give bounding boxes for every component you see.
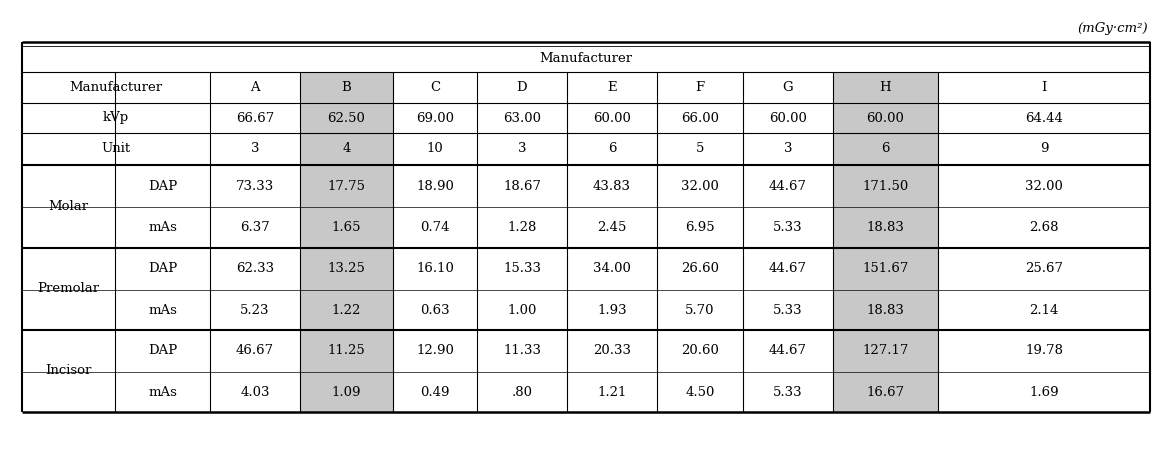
Text: 60.00: 60.00 bbox=[769, 111, 807, 125]
Text: 5.23: 5.23 bbox=[240, 303, 270, 317]
Text: 16.67: 16.67 bbox=[867, 386, 904, 398]
Text: Manufacturer: Manufacturer bbox=[539, 52, 633, 66]
Text: 151.67: 151.67 bbox=[862, 262, 909, 276]
Bar bbox=[300, 72, 393, 412]
Text: mAs: mAs bbox=[149, 303, 177, 317]
Text: 9: 9 bbox=[1040, 143, 1048, 155]
Text: 12.90: 12.90 bbox=[417, 345, 454, 357]
Text: 43.83: 43.83 bbox=[593, 179, 631, 193]
Text: 1.28: 1.28 bbox=[508, 221, 537, 234]
Text: Incisor: Incisor bbox=[46, 364, 91, 378]
Text: 10: 10 bbox=[427, 143, 443, 155]
Text: 4: 4 bbox=[343, 143, 351, 155]
Text: 2.14: 2.14 bbox=[1030, 303, 1059, 317]
Text: 1.93: 1.93 bbox=[597, 303, 627, 317]
Text: 6.37: 6.37 bbox=[240, 221, 270, 234]
Text: F: F bbox=[695, 81, 704, 94]
Text: 4.03: 4.03 bbox=[240, 386, 270, 398]
Text: 127.17: 127.17 bbox=[862, 345, 909, 357]
Text: 32.00: 32.00 bbox=[681, 179, 718, 193]
Text: 4.50: 4.50 bbox=[686, 386, 715, 398]
Text: Premolar: Premolar bbox=[37, 283, 99, 295]
Text: 3: 3 bbox=[784, 143, 792, 155]
Text: 63.00: 63.00 bbox=[503, 111, 541, 125]
Text: 60.00: 60.00 bbox=[867, 111, 904, 125]
Text: 6.95: 6.95 bbox=[686, 221, 715, 234]
Text: DAP: DAP bbox=[147, 179, 177, 193]
Text: D: D bbox=[517, 81, 528, 94]
Text: 25.67: 25.67 bbox=[1025, 262, 1064, 276]
Text: 5: 5 bbox=[696, 143, 704, 155]
Text: DAP: DAP bbox=[147, 262, 177, 276]
Text: 13.25: 13.25 bbox=[328, 262, 365, 276]
Text: 1.00: 1.00 bbox=[508, 303, 537, 317]
Text: 1.65: 1.65 bbox=[332, 221, 362, 234]
Text: 18.67: 18.67 bbox=[503, 179, 541, 193]
Text: 18.83: 18.83 bbox=[867, 303, 904, 317]
Text: 0.49: 0.49 bbox=[420, 386, 449, 398]
Text: I: I bbox=[1041, 81, 1047, 94]
Text: 1.21: 1.21 bbox=[598, 386, 627, 398]
Text: G: G bbox=[783, 81, 793, 94]
Text: 44.67: 44.67 bbox=[769, 262, 807, 276]
Text: DAP: DAP bbox=[147, 345, 177, 357]
Text: Molar: Molar bbox=[48, 200, 89, 213]
Text: 20.60: 20.60 bbox=[681, 345, 718, 357]
Text: 2.45: 2.45 bbox=[598, 221, 627, 234]
Text: 44.67: 44.67 bbox=[769, 179, 807, 193]
Text: E: E bbox=[607, 81, 617, 94]
Text: 6: 6 bbox=[607, 143, 617, 155]
Text: 0.63: 0.63 bbox=[420, 303, 449, 317]
Text: 19.78: 19.78 bbox=[1025, 345, 1064, 357]
Text: A: A bbox=[250, 81, 260, 94]
Text: Manufacturer: Manufacturer bbox=[69, 81, 163, 94]
Text: (mGy·cm²): (mGy·cm²) bbox=[1078, 22, 1148, 35]
Text: 69.00: 69.00 bbox=[417, 111, 454, 125]
Text: 18.83: 18.83 bbox=[867, 221, 904, 234]
Text: B: B bbox=[342, 81, 351, 94]
Text: 62.50: 62.50 bbox=[328, 111, 365, 125]
Text: 18.90: 18.90 bbox=[417, 179, 454, 193]
Text: .80: .80 bbox=[511, 386, 532, 398]
Text: 3: 3 bbox=[518, 143, 527, 155]
Text: 171.50: 171.50 bbox=[862, 179, 909, 193]
Text: 64.44: 64.44 bbox=[1025, 111, 1062, 125]
Text: 6: 6 bbox=[881, 143, 889, 155]
Text: 26.60: 26.60 bbox=[681, 262, 720, 276]
Text: 46.67: 46.67 bbox=[236, 345, 274, 357]
Text: 15.33: 15.33 bbox=[503, 262, 541, 276]
Text: C: C bbox=[429, 81, 440, 94]
Text: 5.33: 5.33 bbox=[773, 221, 803, 234]
Text: 5.33: 5.33 bbox=[773, 386, 803, 398]
Text: 17.75: 17.75 bbox=[328, 179, 365, 193]
Text: 5.33: 5.33 bbox=[773, 303, 803, 317]
Text: 66.00: 66.00 bbox=[681, 111, 720, 125]
Text: 1.22: 1.22 bbox=[332, 303, 362, 317]
Text: 62.33: 62.33 bbox=[236, 262, 274, 276]
Text: 73.33: 73.33 bbox=[236, 179, 274, 193]
Text: 66.67: 66.67 bbox=[236, 111, 274, 125]
Text: mAs: mAs bbox=[149, 386, 177, 398]
Text: 11.33: 11.33 bbox=[503, 345, 541, 357]
Text: Unit: Unit bbox=[102, 143, 131, 155]
Text: 44.67: 44.67 bbox=[769, 345, 807, 357]
Text: 2.68: 2.68 bbox=[1030, 221, 1059, 234]
Text: kVp: kVp bbox=[103, 111, 129, 125]
Text: H: H bbox=[880, 81, 892, 94]
Text: mAs: mAs bbox=[149, 221, 177, 234]
Text: 0.74: 0.74 bbox=[420, 221, 449, 234]
Text: 16.10: 16.10 bbox=[417, 262, 454, 276]
Text: 5.70: 5.70 bbox=[686, 303, 715, 317]
Text: 34.00: 34.00 bbox=[593, 262, 631, 276]
Bar bbox=[833, 72, 938, 412]
Text: 11.25: 11.25 bbox=[328, 345, 365, 357]
Text: 60.00: 60.00 bbox=[593, 111, 631, 125]
Text: 1.09: 1.09 bbox=[332, 386, 362, 398]
Text: 32.00: 32.00 bbox=[1025, 179, 1062, 193]
Text: 1.69: 1.69 bbox=[1030, 386, 1059, 398]
Text: 20.33: 20.33 bbox=[593, 345, 631, 357]
Text: 3: 3 bbox=[250, 143, 260, 155]
